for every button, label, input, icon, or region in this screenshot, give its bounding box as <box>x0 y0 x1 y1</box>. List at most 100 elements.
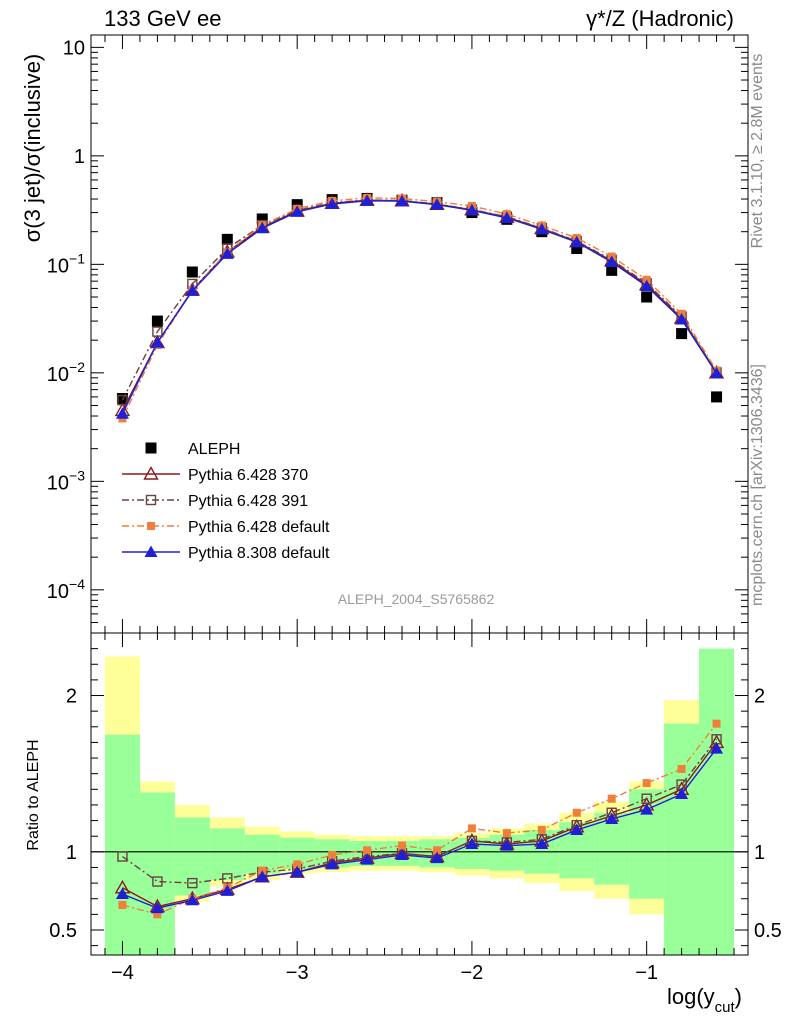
data-point <box>152 876 163 887</box>
data-point <box>363 846 372 855</box>
main-y-axis-label: σ(3 jet)/σ(inclusive) <box>20 54 45 243</box>
main-frame <box>90 34 749 634</box>
data-point <box>535 222 549 235</box>
data-point <box>675 787 689 799</box>
data-point <box>118 900 127 909</box>
data-point <box>395 194 409 207</box>
header-left: 133 GeV ee <box>104 6 222 31</box>
header-right: γ*/Z (Hadronic) <box>586 6 734 31</box>
data-point <box>256 213 268 225</box>
x-axis-label: log(ycut) <box>667 984 742 1016</box>
data-point <box>185 284 199 296</box>
band-bin <box>139 792 175 955</box>
main-series-2 <box>117 194 722 406</box>
main-y-tick-label: 10−2 <box>47 359 85 386</box>
data-point <box>290 205 304 217</box>
data-point <box>255 221 269 234</box>
legend-marker <box>145 494 157 506</box>
legend-marker <box>143 466 159 480</box>
main-series-4 <box>115 194 724 419</box>
data-point <box>221 233 233 245</box>
data-point <box>293 860 302 869</box>
data-point <box>641 291 653 303</box>
series-line <box>122 741 718 908</box>
ratio-y-axis-label: Ratio to ALEPH <box>25 739 42 850</box>
legend-marker <box>147 522 155 530</box>
ratio-y-tick-label-left: 2 <box>66 686 77 708</box>
band-bin <box>699 648 735 955</box>
main-y-tick-label: 10 <box>63 37 85 59</box>
main-y-tick-label: 10−1 <box>47 250 85 277</box>
data-point <box>187 877 198 889</box>
band-bin <box>104 734 140 955</box>
band-bin <box>664 723 700 955</box>
data-point <box>398 841 407 850</box>
series-line <box>121 200 718 415</box>
data-point <box>570 235 584 248</box>
data-point <box>465 203 479 216</box>
ratio-y-ticks: 2 2 1 1 0.5 0.5 <box>49 648 782 947</box>
band-bin <box>209 828 245 880</box>
ratio-y-tick-label-right: 2 <box>754 686 765 708</box>
series-line <box>121 197 718 419</box>
data-point <box>255 870 269 882</box>
series-line <box>121 199 718 411</box>
side-text-bottom: mcplots.cern.ch [arXiv:1306.3436] <box>749 364 766 606</box>
data-point <box>150 336 164 348</box>
data-point <box>186 266 198 278</box>
data-point <box>115 407 129 419</box>
x-tick-label: −4 <box>111 962 134 984</box>
data-point <box>607 794 616 803</box>
ratio-y-tick-label-left: 0.5 <box>49 920 77 942</box>
data-point <box>117 394 128 406</box>
band-bin <box>174 817 210 896</box>
legend-label: Pythia 6.428 default <box>188 519 330 536</box>
data-point <box>150 901 164 914</box>
ratio-series-3 <box>115 742 724 914</box>
data-point <box>153 910 162 919</box>
data-point <box>432 846 441 855</box>
data-point <box>572 808 581 817</box>
data-point <box>500 839 514 851</box>
data-point <box>467 824 476 833</box>
series-line <box>121 199 718 401</box>
data-point <box>711 391 723 403</box>
x-tick-label: −3 <box>286 962 309 984</box>
main-y-ticks: 10 1 10−1 10−2 10−3 10−4 <box>47 37 748 634</box>
data-point <box>115 887 129 900</box>
main-series-3 <box>118 193 721 423</box>
data-point <box>465 837 479 850</box>
main-series-0 <box>116 192 723 405</box>
data-point <box>185 893 199 906</box>
x-ticks <box>104 35 735 955</box>
analysis-tag: ALEPH_2004_S5765862 <box>338 591 495 607</box>
data-point <box>640 279 654 292</box>
data-point <box>290 865 304 878</box>
side-text-top: Rivet 3.1.10, ≥ 2.8M events <box>749 54 766 249</box>
data-point <box>325 197 339 209</box>
data-point <box>325 857 339 870</box>
data-point <box>151 315 163 327</box>
x-tick-label: −2 <box>461 962 484 984</box>
data-point <box>360 853 374 865</box>
data-point <box>640 803 654 815</box>
legend: ALEPH Pythia 6.428 370 Pythia 6.428 391 Pyt… <box>122 441 330 562</box>
data-point <box>606 264 618 276</box>
main-y-tick-label: 10−3 <box>47 467 85 494</box>
ratio-y-tick-label-left: 1 <box>66 842 77 864</box>
legend-label: Pythia 6.428 370 <box>188 467 308 484</box>
data-point <box>395 848 409 860</box>
band-bin <box>594 812 630 885</box>
data-point <box>220 247 234 259</box>
main-series-1 <box>114 192 725 417</box>
legend-label: ALEPH <box>188 441 240 458</box>
x-tick-label: −1 <box>635 962 658 984</box>
series-line <box>122 738 718 884</box>
series-line <box>122 748 718 909</box>
data-point <box>500 211 514 223</box>
data-point <box>360 194 374 206</box>
data-point <box>605 255 619 268</box>
data-point <box>220 884 234 896</box>
data-point <box>535 837 549 850</box>
